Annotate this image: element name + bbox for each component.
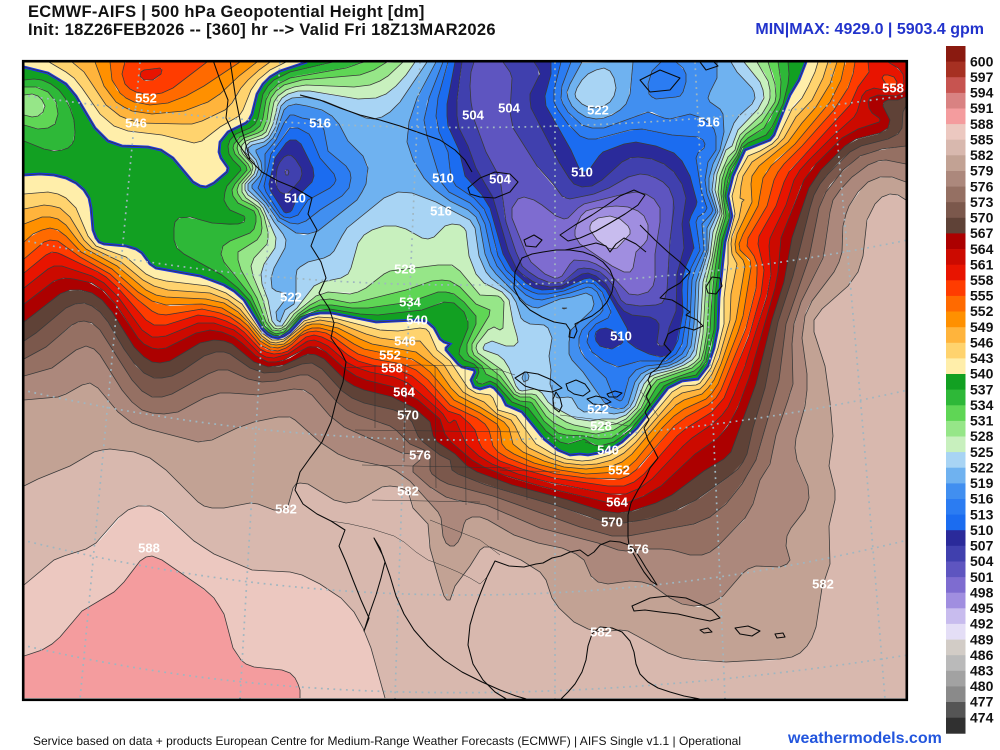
svg-text:558: 558 (381, 361, 403, 376)
svg-text:498: 498 (970, 584, 994, 600)
svg-text:543: 543 (970, 350, 994, 366)
svg-text:507: 507 (970, 538, 994, 554)
svg-text:564: 564 (393, 385, 415, 400)
svg-text:528: 528 (394, 262, 416, 277)
svg-text:537: 537 (970, 381, 994, 397)
svg-text:558: 558 (882, 81, 904, 96)
svg-text:495: 495 (970, 600, 994, 616)
svg-text:558: 558 (970, 272, 994, 288)
svg-text:492: 492 (970, 616, 994, 632)
svg-text:513: 513 (970, 506, 994, 522)
svg-text:552: 552 (379, 348, 401, 363)
svg-text:570: 570 (970, 210, 994, 226)
svg-text:582: 582 (397, 484, 419, 499)
svg-text:516: 516 (970, 491, 994, 507)
svg-text:588: 588 (970, 116, 994, 132)
svg-text:510: 510 (610, 329, 632, 344)
svg-text:534: 534 (399, 295, 421, 310)
svg-text:570: 570 (397, 408, 419, 423)
svg-text:594: 594 (970, 85, 994, 101)
svg-text:510: 510 (432, 171, 454, 186)
svg-text:579: 579 (970, 163, 994, 179)
svg-text:531: 531 (970, 413, 994, 429)
svg-text:501: 501 (970, 569, 994, 585)
svg-text:597: 597 (970, 69, 994, 85)
svg-text:516: 516 (309, 116, 331, 131)
svg-text:504: 504 (462, 108, 484, 123)
svg-text:510: 510 (284, 191, 306, 206)
svg-text:489: 489 (970, 631, 994, 647)
svg-text:561: 561 (970, 256, 994, 272)
svg-text:534: 534 (970, 397, 994, 413)
svg-text:588: 588 (138, 541, 160, 556)
svg-text:582: 582 (970, 147, 994, 163)
svg-text:546: 546 (970, 335, 994, 351)
svg-text:582: 582 (590, 625, 612, 640)
svg-text:510: 510 (571, 165, 593, 180)
svg-text:504: 504 (489, 172, 511, 187)
svg-text:585: 585 (970, 131, 994, 147)
svg-text:522: 522 (970, 459, 994, 475)
svg-text:552: 552 (608, 463, 630, 478)
svg-text:525: 525 (970, 444, 994, 460)
svg-text:510: 510 (970, 522, 994, 538)
svg-text:600: 600 (970, 53, 994, 69)
svg-text:552: 552 (135, 91, 157, 106)
svg-text:564: 564 (970, 241, 994, 257)
svg-text:564: 564 (606, 495, 628, 510)
svg-text:567: 567 (970, 225, 994, 241)
svg-text:516: 516 (698, 115, 720, 130)
svg-text:522: 522 (587, 103, 609, 118)
svg-text:516: 516 (430, 204, 452, 219)
svg-text:570: 570 (601, 515, 623, 530)
svg-text:555: 555 (970, 288, 994, 304)
svg-text:522: 522 (280, 290, 302, 305)
svg-text:552: 552 (970, 303, 994, 319)
svg-text:591: 591 (970, 100, 994, 116)
svg-text:522: 522 (587, 402, 609, 417)
svg-text:576: 576 (409, 448, 431, 463)
svg-text:528: 528 (970, 428, 994, 444)
svg-text:474: 474 (970, 709, 994, 725)
svg-text:576: 576 (970, 178, 994, 194)
svg-text:519: 519 (970, 475, 994, 491)
svg-text:477: 477 (970, 694, 994, 710)
svg-text:540: 540 (970, 366, 994, 382)
svg-text:546: 546 (125, 116, 147, 131)
svg-text:540: 540 (597, 443, 619, 458)
svg-text:582: 582 (812, 577, 834, 592)
svg-text:549: 549 (970, 319, 994, 335)
svg-text:546: 546 (394, 334, 416, 349)
svg-text:540: 540 (406, 313, 428, 328)
svg-text:483: 483 (970, 663, 994, 679)
svg-text:573: 573 (970, 194, 994, 210)
svg-text:504: 504 (498, 101, 520, 116)
svg-text:528: 528 (590, 419, 612, 434)
svg-text:576: 576 (627, 542, 649, 557)
svg-text:486: 486 (970, 647, 994, 663)
svg-text:480: 480 (970, 678, 994, 694)
svg-text:582: 582 (275, 502, 297, 517)
svg-text:504: 504 (970, 553, 994, 569)
